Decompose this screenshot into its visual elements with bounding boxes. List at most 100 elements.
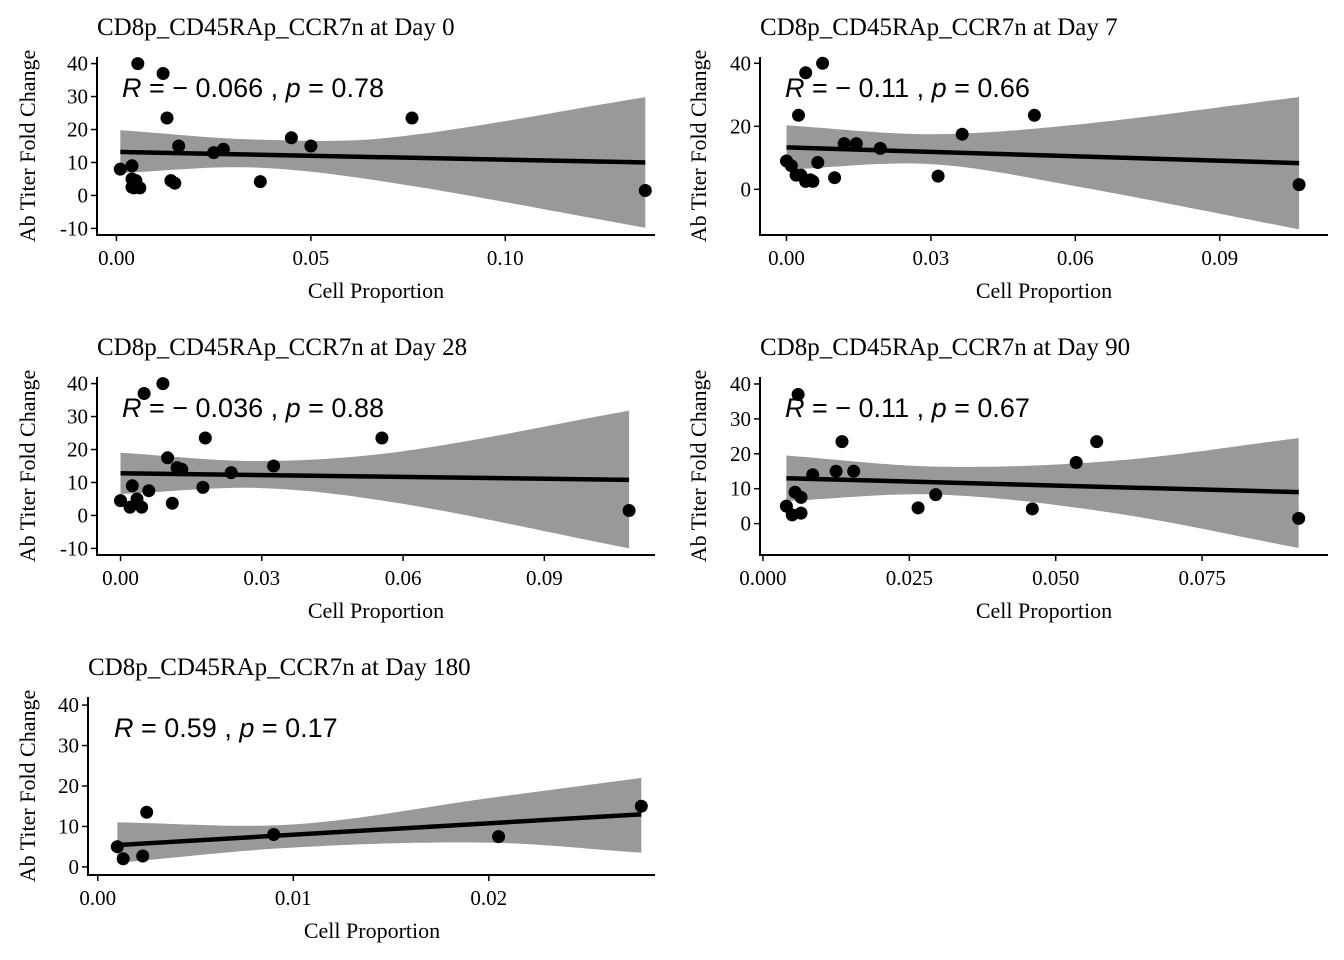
data-point <box>1025 502 1039 516</box>
plot-layer: 0 20 40 0.00 0.03 0.06 0.09 <box>730 51 1328 270</box>
x-axis-label: Cell Proportion <box>304 918 440 943</box>
data-point <box>1069 456 1083 469</box>
confidence-band <box>117 777 642 863</box>
y-axis-label: Ab Titer Fold Change <box>15 370 40 563</box>
y-tick-label: 40 <box>730 372 751 396</box>
y-tick-label: 20 <box>58 774 79 798</box>
x-tick-label: 0.10 <box>487 246 524 270</box>
data-point <box>156 377 170 391</box>
confidence-band <box>120 97 646 228</box>
data-point <box>638 184 652 197</box>
y-axis-label: Ab Titer Fold Change <box>686 50 711 243</box>
x-tick-label: 0.03 <box>913 246 950 270</box>
panel-title: CD8p_CD45RAp_CCR7n at Day 90 <box>760 334 1130 361</box>
p-symbol: p <box>238 713 254 743</box>
data-point <box>304 139 318 153</box>
y-axis-label: Ab Titer Fold Change <box>686 370 711 563</box>
panel-day-180: CD8p_CD45RAp_CCR7n at Day 180 Ab Titer F… <box>15 654 655 943</box>
regression-line <box>117 812 642 848</box>
y-tick-label: 40 <box>67 52 88 76</box>
panel-title: CD8p_CD45RAp_CCR7n at Day 180 <box>88 654 471 681</box>
panel-title: CD8p_CD45RAp_CCR7n at Day 28 <box>97 334 467 361</box>
y-tick-label: 10 <box>67 150 88 174</box>
data-point <box>175 462 189 476</box>
x-tick-label: 0.06 <box>1057 246 1094 270</box>
regression-line <box>786 145 1300 166</box>
data-point <box>267 459 281 473</box>
plot-layer: 0 10 20 30 40 0.000 0.025 0.050 0.075 <box>730 372 1328 590</box>
x-tick-label: 0.00 <box>102 566 139 590</box>
panel-day-90: CD8p_CD45RAp_CCR7n at Day 90 Ab Titer Fo… <box>686 334 1328 623</box>
x-tick-label: 0.00 <box>98 246 135 270</box>
data-point <box>931 169 945 183</box>
y-tick-label: 20 <box>730 442 751 466</box>
plot-layer: -10 0 10 20 30 40 0.00 0.03 0.06 0.09 <box>60 372 655 590</box>
x-tick-label: 0.06 <box>385 566 422 590</box>
y-tick-label: 0 <box>69 855 80 879</box>
r-value: = − 0.11 , <box>805 393 932 423</box>
x-tick-label: 0.03 <box>243 566 280 590</box>
data-point <box>136 849 150 863</box>
data-point <box>794 490 808 504</box>
x-tick-label: 0.09 <box>1201 246 1238 270</box>
y-tick-label: 30 <box>730 407 751 431</box>
data-point <box>165 496 179 510</box>
data-point <box>929 488 943 502</box>
data-point <box>1090 435 1104 449</box>
y-tick-label: 30 <box>67 85 88 109</box>
data-point <box>1292 511 1306 525</box>
y-tick-label: 0 <box>78 183 89 207</box>
data-point <box>156 67 170 80</box>
y-tick-label: 20 <box>67 118 88 142</box>
p-symbol: p <box>285 393 301 423</box>
x-tick-label: 0.000 <box>739 566 786 590</box>
data-point <box>160 111 174 125</box>
x-tick-label: 0.09 <box>526 566 563 590</box>
x-axis-label: Cell Proportion <box>308 278 444 303</box>
data-point <box>196 480 210 494</box>
p-value: = 0.78 <box>301 73 384 103</box>
x-axis-label: Cell Proportion <box>976 278 1112 303</box>
confidence-band <box>786 438 1299 548</box>
data-point <box>873 141 887 155</box>
y-tick-label: 0 <box>741 177 752 201</box>
x-axis-label: Cell Proportion <box>308 598 444 623</box>
data-point <box>172 139 186 153</box>
data-point <box>216 142 230 156</box>
p-symbol: p <box>931 73 947 103</box>
y-tick-label: -10 <box>60 216 88 240</box>
data-point <box>267 828 281 841</box>
y-tick-label: 30 <box>58 734 79 758</box>
y-tick-label: 10 <box>67 470 88 494</box>
r-value: = − 0.036 , <box>142 393 286 423</box>
data-point <box>125 479 139 493</box>
data-point <box>405 111 419 125</box>
data-point <box>492 830 506 844</box>
x-tick-label: 0.050 <box>1032 566 1079 590</box>
data-point <box>129 174 143 188</box>
data-point <box>284 131 298 145</box>
x-tick-label: 0.075 <box>1178 566 1225 590</box>
x-tick-label: 0.02 <box>470 886 507 910</box>
regression-line <box>786 475 1299 495</box>
r-value: = − 0.11 , <box>805 73 932 103</box>
y-tick-label: 0 <box>741 512 752 536</box>
panel-day-0: CD8p_CD45RAp_CCR7n at Day 0 Ab Titer Fol… <box>15 14 655 303</box>
panel-day-7: CD8p_CD45RAp_CCR7n at Day 7 Ab Titer Fol… <box>686 14 1328 303</box>
data-point <box>849 137 863 151</box>
x-tick-label: 0.01 <box>275 886 312 910</box>
data-point <box>161 451 175 465</box>
data-point <box>634 799 648 813</box>
confidence-band <box>120 410 630 549</box>
data-point <box>622 504 636 517</box>
data-point <box>806 174 820 188</box>
data-point <box>224 466 238 480</box>
plot-layer: 0 10 20 30 40 0.00 0.01 0.02 <box>58 693 655 910</box>
p-value: = 0.67 <box>947 393 1030 423</box>
y-tick-label: -10 <box>60 536 88 560</box>
data-point <box>113 162 127 176</box>
correlation-annotation: R = − 0.11 , p = 0.66 <box>785 73 1030 103</box>
data-point <box>847 464 861 478</box>
r-symbol: R <box>114 713 134 743</box>
